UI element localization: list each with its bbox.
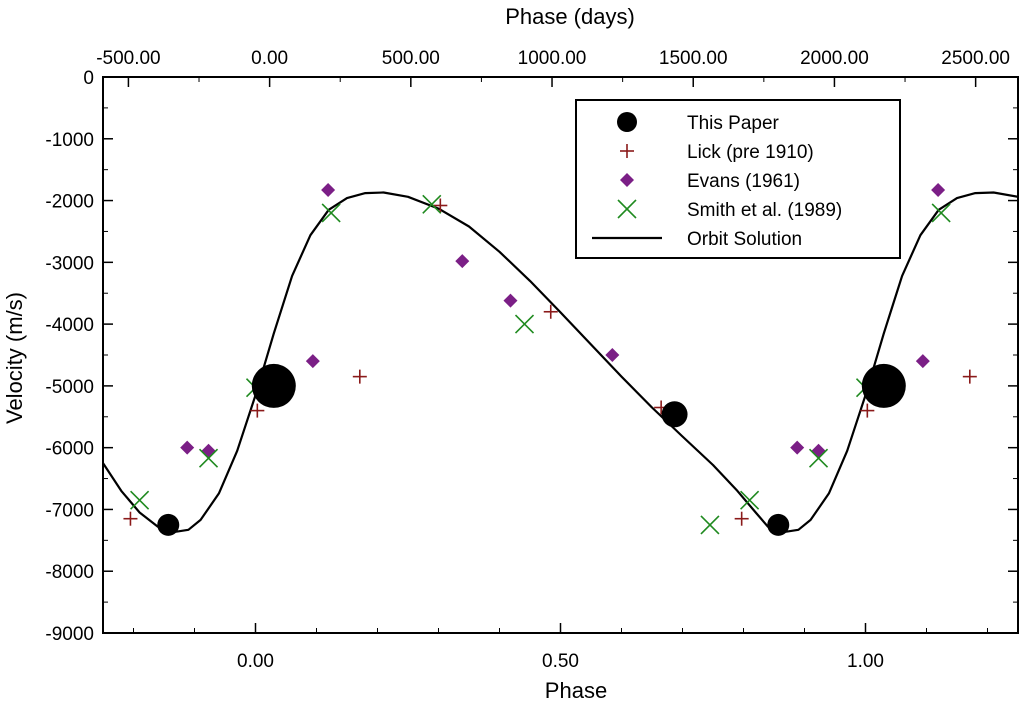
data-point-x-b bbox=[514, 314, 535, 334]
data-point-diamond bbox=[931, 183, 946, 198]
data-point-diamond bbox=[180, 440, 195, 455]
data-point-diamond bbox=[503, 293, 518, 308]
legend-label: Lick (pre 1910) bbox=[687, 142, 814, 163]
data-point-diamond bbox=[201, 443, 216, 458]
data-point-circle bbox=[251, 363, 296, 408]
x2-tick-label: 1500.00 bbox=[659, 48, 728, 69]
legend-swatch-diamond bbox=[620, 173, 634, 187]
data-point-x-b bbox=[931, 203, 951, 223]
y-tick-label: 0 bbox=[83, 68, 94, 89]
data-point-diamond bbox=[321, 183, 336, 198]
data-point-x bbox=[931, 203, 951, 223]
data-point-x bbox=[808, 448, 829, 468]
x-tick-label: 0.50 bbox=[542, 651, 579, 672]
data-point-circle bbox=[767, 513, 790, 536]
data-point-x-b bbox=[130, 490, 150, 510]
data-point-diamond bbox=[605, 348, 620, 362]
data-point-circle bbox=[861, 363, 906, 408]
legend-label: Evans (1961) bbox=[687, 171, 800, 192]
data-point-x-b bbox=[740, 490, 760, 510]
y-tick-label: -1000 bbox=[45, 130, 94, 151]
data-point-x bbox=[321, 203, 341, 223]
plot-area bbox=[103, 183, 1018, 536]
data-point-plus bbox=[962, 369, 977, 384]
data-point-circle bbox=[157, 513, 180, 536]
data-point-x-b bbox=[700, 515, 720, 535]
legend-swatch-plus bbox=[620, 144, 634, 158]
data-point-diamond bbox=[915, 354, 930, 369]
x2-tick-label: 500.00 bbox=[382, 48, 440, 69]
data-point-x bbox=[740, 490, 760, 510]
legend-swatch-circle bbox=[617, 112, 637, 132]
x-axis-title: Phase bbox=[545, 678, 607, 703]
data-point-diamond bbox=[811, 443, 826, 458]
legend-swatch-x-b bbox=[617, 199, 637, 219]
y-axis-title: Velocity (m/s) bbox=[2, 292, 27, 424]
y-tick-label: -3000 bbox=[45, 253, 94, 274]
x2-tick-label: 2500.00 bbox=[941, 48, 1010, 69]
data-point-x bbox=[422, 194, 442, 214]
data-point-x bbox=[514, 314, 535, 334]
legend-swatch-x bbox=[617, 199, 637, 219]
legend-label: Orbit Solution bbox=[687, 229, 802, 250]
data-point-diamond bbox=[790, 440, 805, 455]
y-tick-label: -5000 bbox=[45, 377, 94, 398]
data-point-plus bbox=[250, 403, 265, 418]
data-point-plus bbox=[860, 403, 875, 418]
data-point-plus bbox=[543, 304, 558, 319]
x2-tick-label: 2000.00 bbox=[800, 48, 869, 69]
data-point-plus bbox=[433, 198, 448, 213]
data-point-x bbox=[198, 448, 219, 468]
data-point-x bbox=[130, 490, 150, 510]
data-point-x-b bbox=[808, 448, 829, 468]
data-point-x bbox=[700, 515, 720, 535]
data-point-x-b bbox=[321, 203, 341, 223]
y-tick-label: -2000 bbox=[45, 192, 94, 213]
x2-tick-label: -500.00 bbox=[96, 48, 160, 69]
legend-label: Smith et al. (1989) bbox=[687, 200, 842, 221]
legend: This Paper Lick (pre 1910) Evans (1961) Smi… bbox=[575, 99, 901, 259]
x2-tick-label: 0.00 bbox=[251, 48, 288, 69]
data-point-x-b bbox=[422, 194, 442, 214]
axis-ticks: 0 -1000 -2000 -3000 -4000 -5000 -6000 -7000 -800… bbox=[45, 48, 1018, 672]
y-tick-label: -4000 bbox=[45, 315, 94, 336]
top-axis-title: Phase (days) bbox=[505, 4, 635, 29]
data-point-diamond bbox=[305, 354, 320, 369]
legend-label: This Paper bbox=[687, 113, 780, 134]
data-point-plus bbox=[734, 511, 749, 526]
data-point-x-b bbox=[198, 448, 219, 468]
x-tick-label: 0.00 bbox=[237, 651, 274, 672]
orbit-solution-line bbox=[103, 191, 1018, 533]
y-tick-label: -7000 bbox=[45, 500, 94, 521]
y-tick-label: -8000 bbox=[45, 562, 94, 583]
y-tick-label: -6000 bbox=[45, 439, 94, 460]
data-point-circle bbox=[661, 401, 688, 428]
x-tick-label: 1.00 bbox=[847, 651, 884, 672]
x2-tick-label: 1000.00 bbox=[518, 48, 587, 69]
data-point-plus bbox=[352, 369, 367, 384]
data-point-diamond bbox=[455, 254, 470, 269]
data-point-plus bbox=[123, 511, 138, 526]
y-tick-label: -9000 bbox=[45, 624, 94, 645]
